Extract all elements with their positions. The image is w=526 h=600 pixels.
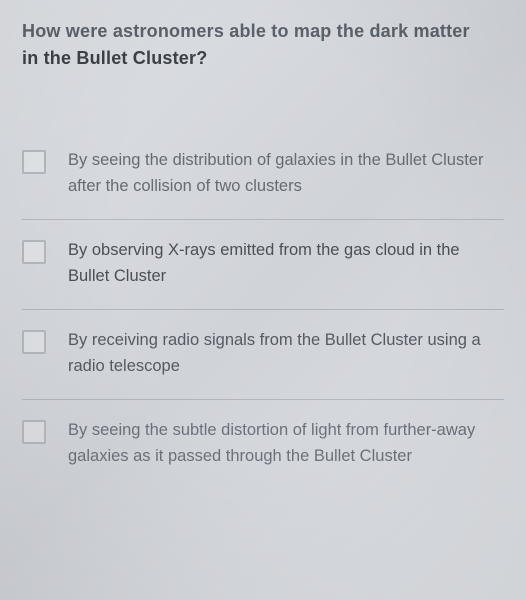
question-line-2: in the Bullet Cluster? (22, 48, 207, 68)
checkbox-icon[interactable] (22, 330, 46, 354)
option-text: By seeing the distribution of galaxies i… (68, 148, 504, 199)
question-line-1: How were astronomers able to map the dar… (22, 21, 470, 41)
option-text: By seeing the subtle distortion of light… (68, 418, 504, 469)
checkbox-icon[interactable] (22, 150, 46, 174)
option-row[interactable]: By seeing the subtle distortion of light… (22, 400, 504, 489)
option-row[interactable]: By observing X-rays emitted from the gas… (22, 220, 504, 310)
checkbox-icon[interactable] (22, 420, 46, 444)
option-text: By receiving radio signals from the Bull… (68, 328, 504, 379)
option-row[interactable]: By seeing the distribution of galaxies i… (22, 130, 504, 220)
quiz-page: How were astronomers able to map the dar… (0, 0, 526, 490)
option-text: By observing X-rays emitted from the gas… (68, 238, 504, 289)
question-text: How were astronomers able to map the dar… (22, 18, 504, 72)
checkbox-icon[interactable] (22, 240, 46, 264)
option-row[interactable]: By receiving radio signals from the Bull… (22, 310, 504, 400)
